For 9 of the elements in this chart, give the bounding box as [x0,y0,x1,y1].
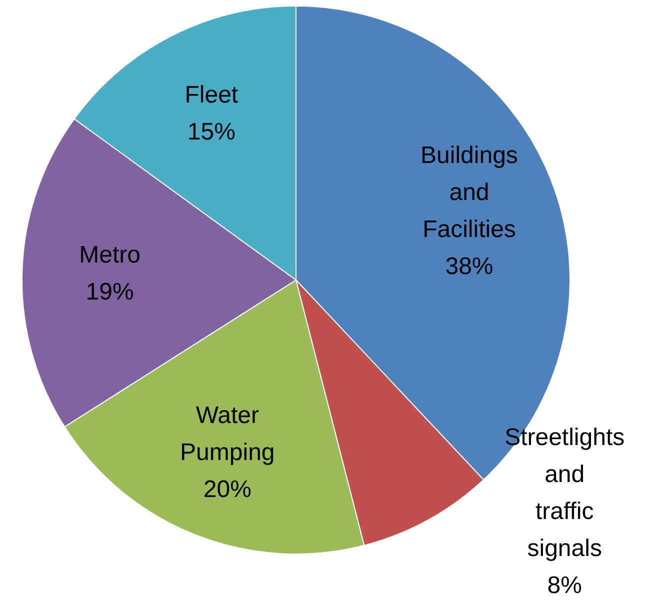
data-label: 19% [86,278,134,306]
slice-label: Water Pumping [180,402,275,466]
data-label: 8% [547,572,582,600]
data-label: 38% [445,252,494,280]
slice-label: Metro [79,242,140,269]
slice-label: Buildings and Facilities [420,142,518,243]
data-label: 15% [187,118,236,146]
slice-label: Fleet [184,81,238,108]
data-label: 20% [203,476,252,504]
